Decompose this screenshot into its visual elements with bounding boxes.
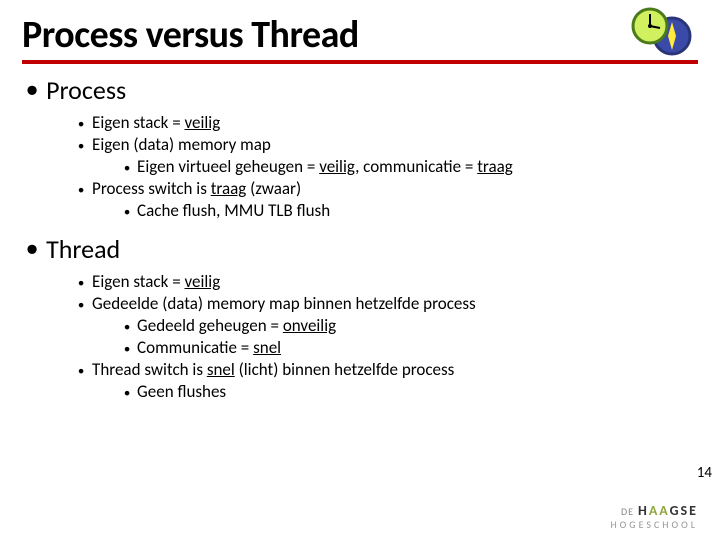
section-process: ● Process ● Eigen stack = veilig ● Eigen… bbox=[22, 74, 698, 221]
bullet-icon: ● bbox=[78, 300, 84, 310]
list-item: ● Cache flush, MMU TLB flush bbox=[124, 200, 698, 221]
heading-text: Process bbox=[46, 74, 126, 106]
list-item: ● Eigen stack = veilig bbox=[78, 112, 698, 133]
bullet-icon: ● bbox=[78, 278, 84, 288]
list-item: ● Gedeeld geheugen = onveilig bbox=[124, 315, 698, 336]
list-item: ● Eigen virtueel geheugen = veilig, comm… bbox=[124, 156, 698, 177]
school-logo: DEHAAGSE HOGESCHOOL bbox=[610, 504, 698, 530]
clock-compass-icon bbox=[628, 6, 698, 63]
item-text: Eigen stack = veilig bbox=[92, 271, 220, 292]
bullet-icon: ● bbox=[26, 80, 38, 100]
bullet-icon: ● bbox=[78, 185, 84, 195]
bullet-icon: ● bbox=[124, 344, 130, 354]
title-underline bbox=[22, 60, 698, 64]
bullet-icon: ● bbox=[78, 366, 84, 376]
slide: Process versus Thread ● Process ● Eigen … bbox=[0, 0, 720, 402]
item-text: Cache flush, MMU TLB flush bbox=[137, 200, 330, 221]
bullet-icon: ● bbox=[124, 163, 130, 173]
list-item: ● Eigen stack = veilig bbox=[78, 271, 698, 292]
list-item: ● Process switch is traag (zwaar) bbox=[78, 178, 698, 199]
heading-process: ● Process bbox=[26, 74, 698, 106]
item-text: Thread switch is snel (licht) binnen het… bbox=[92, 359, 454, 380]
heading-thread: ● Thread bbox=[26, 233, 698, 265]
bullet-icon: ● bbox=[26, 239, 38, 259]
bullet-icon: ● bbox=[78, 119, 84, 129]
title-row: Process versus Thread bbox=[22, 12, 698, 58]
list-item: ● Geen flushes bbox=[124, 381, 698, 402]
item-text: Eigen stack = veilig bbox=[92, 112, 220, 133]
section-thread: ● Thread ● Eigen stack = veilig ● Gedeel… bbox=[22, 233, 698, 402]
item-text: Gedeelde (data) memory map binnen hetzel… bbox=[92, 293, 476, 314]
item-text: Eigen (data) memory map bbox=[92, 134, 271, 155]
list-item: ● Gedeelde (data) memory map binnen hetz… bbox=[78, 293, 698, 314]
page-number: 14 bbox=[697, 464, 712, 482]
list-item: ● Communicatie = snel bbox=[124, 337, 698, 358]
bullet-icon: ● bbox=[124, 207, 130, 217]
heading-text: Thread bbox=[46, 233, 120, 265]
bullet-icon: ● bbox=[78, 141, 84, 151]
list-item: ● Thread switch is snel (licht) binnen h… bbox=[78, 359, 698, 380]
item-text: Communicatie = snel bbox=[137, 337, 281, 358]
item-text: Eigen virtueel geheugen = veilig, commun… bbox=[137, 156, 513, 177]
logo-line2: HOGESCHOOL bbox=[610, 520, 698, 530]
list-item: ● Eigen (data) memory map bbox=[78, 134, 698, 155]
bullet-icon: ● bbox=[124, 322, 130, 332]
item-text: Geen flushes bbox=[137, 381, 226, 402]
page-title: Process versus Thread bbox=[22, 12, 359, 58]
item-text: Process switch is traag (zwaar) bbox=[92, 178, 301, 199]
bullet-icon: ● bbox=[124, 388, 130, 398]
logo-line1: DEHAAGSE bbox=[610, 504, 698, 518]
item-text: Gedeeld geheugen = onveilig bbox=[137, 315, 336, 336]
